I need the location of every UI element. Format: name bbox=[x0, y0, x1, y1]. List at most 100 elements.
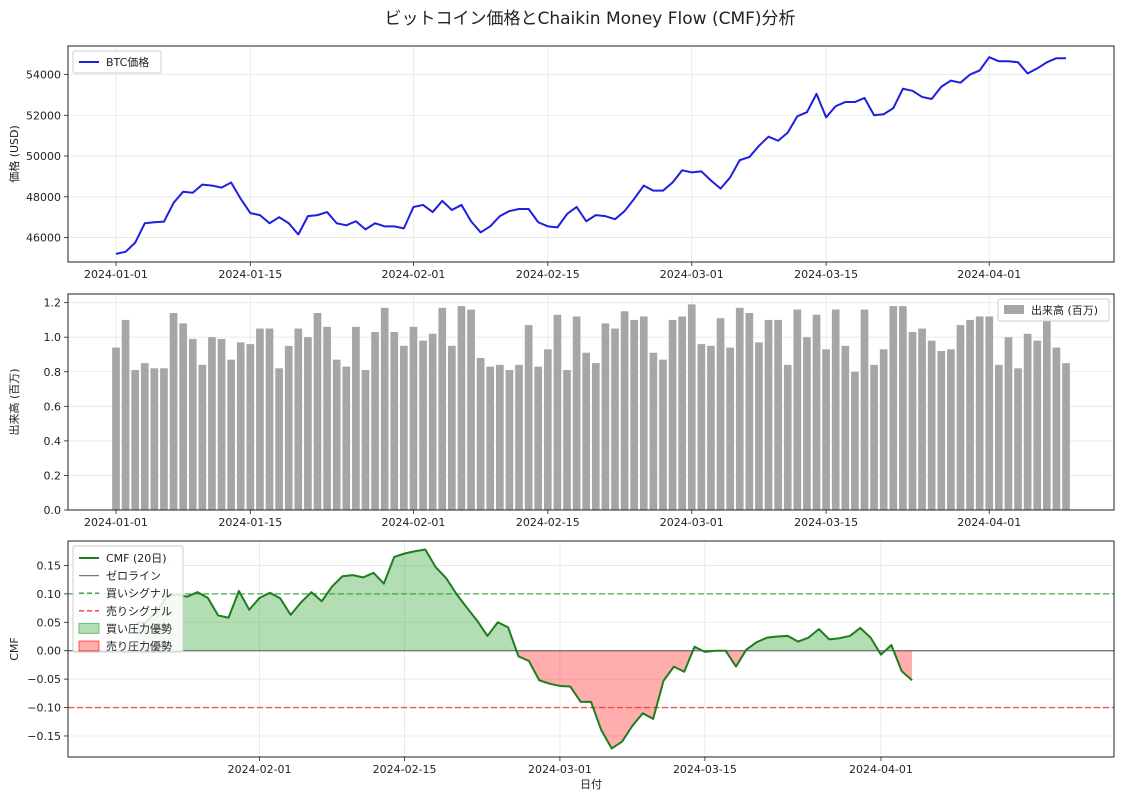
volume-bar bbox=[1033, 340, 1042, 510]
volume-bar bbox=[975, 316, 984, 510]
y-tick-label: 0.6 bbox=[44, 400, 62, 413]
volume-bar bbox=[649, 352, 658, 510]
volume-bar bbox=[227, 359, 235, 510]
volume-bar bbox=[198, 364, 207, 510]
volume-bar bbox=[438, 307, 447, 510]
volume-bar bbox=[467, 309, 475, 510]
volume-bar bbox=[543, 349, 552, 510]
volume-bar bbox=[121, 319, 130, 510]
legend-swatch-volume bbox=[1004, 305, 1024, 314]
volume-bar bbox=[620, 311, 629, 510]
axes-frame bbox=[67, 540, 1115, 758]
ticks: 2024-01-01 2024-01-15 2024-02-01 2024-02-15… bbox=[26, 69, 1021, 281]
y-tick-label: −0.10 bbox=[27, 702, 61, 715]
x-tick-label: 2024-03-15 bbox=[794, 268, 858, 281]
y-tick-label: −0.05 bbox=[27, 673, 61, 686]
volume-bar bbox=[563, 370, 571, 510]
volume-bar bbox=[822, 349, 830, 510]
volume-bar bbox=[428, 333, 437, 510]
volume-bar bbox=[217, 338, 226, 510]
volume-bar bbox=[150, 368, 159, 510]
volume-bar bbox=[188, 338, 197, 510]
volume-bar bbox=[496, 364, 504, 510]
volume-bar bbox=[831, 309, 840, 510]
volume-bar bbox=[678, 316, 687, 510]
legend-label-volume: 出来高 (百万) bbox=[1031, 303, 1098, 317]
legend-swatch-sell-pressure bbox=[78, 640, 100, 652]
x-tick-label: 2024-02-15 bbox=[373, 763, 437, 776]
volume-bar bbox=[534, 366, 543, 510]
volume-bar bbox=[1052, 347, 1061, 510]
volume-bar bbox=[927, 340, 936, 510]
y-tick-label: 0.0 bbox=[44, 504, 62, 517]
x-tick-label: 2024-03-01 bbox=[528, 763, 592, 776]
cmf-fills bbox=[135, 549, 913, 749]
volume-bar bbox=[870, 364, 878, 510]
volume-bar bbox=[371, 332, 379, 510]
y-tick-label: 0.8 bbox=[44, 366, 62, 379]
y-axis-label: 出来高 (百万) bbox=[7, 368, 21, 435]
volume-legend: 出来高 (百万) bbox=[997, 298, 1110, 322]
volume-bar bbox=[1062, 363, 1070, 510]
x-tick-label: 2024-01-01 bbox=[84, 516, 148, 529]
y-tick-label: 50000 bbox=[26, 150, 61, 163]
x-tick-label: 2024-03-15 bbox=[794, 516, 858, 529]
volume-bar bbox=[265, 328, 274, 510]
volume-bar bbox=[112, 347, 120, 510]
volume-bar bbox=[236, 342, 245, 510]
volume-bars bbox=[112, 304, 1070, 510]
sell-pressure-area bbox=[702, 650, 746, 667]
x-tick-label: 2024-03-15 bbox=[673, 763, 737, 776]
volume-bar bbox=[208, 337, 216, 510]
y-tick-label: 0.15 bbox=[37, 559, 62, 572]
volume-bar bbox=[793, 309, 802, 510]
cmf-line bbox=[135, 548, 913, 750]
x-tick-label: 2024-02-15 bbox=[516, 516, 580, 529]
price-panel: 2024-01-01 2024-01-15 2024-02-01 2024-02-15… bbox=[7, 45, 1115, 281]
volume-bar bbox=[745, 313, 754, 510]
volume-bar bbox=[687, 304, 696, 510]
chart-title: ビットコイン価格とChaikin Money Flow (CMF)分析 bbox=[384, 9, 795, 29]
volume-bar bbox=[419, 340, 427, 510]
legend-box bbox=[997, 298, 1110, 322]
volume-bar bbox=[409, 326, 418, 510]
price-legend: BTC価格 bbox=[72, 50, 162, 74]
volume-bar bbox=[841, 345, 850, 510]
volume-bar bbox=[735, 307, 744, 510]
x-tick-label: 2024-01-15 bbox=[218, 268, 282, 281]
volume-bar bbox=[1023, 333, 1032, 510]
volume-bar bbox=[985, 316, 994, 510]
volume-bar bbox=[140, 363, 149, 510]
volume-bar bbox=[851, 371, 859, 510]
x-tick-label: 2024-02-01 bbox=[381, 268, 445, 281]
volume-bar bbox=[572, 316, 581, 510]
x-tick-label: 2024-04-01 bbox=[957, 268, 1021, 281]
volume-bar bbox=[313, 313, 322, 510]
volume-bar bbox=[332, 359, 341, 510]
volume-bar bbox=[390, 332, 399, 510]
volume-bar bbox=[400, 345, 408, 510]
y-tick-label: 48000 bbox=[26, 191, 61, 204]
volume-bar bbox=[131, 370, 140, 510]
volume-bar bbox=[169, 313, 178, 510]
y-tick-label: 0.4 bbox=[44, 435, 62, 448]
x-tick-label: 2024-02-01 bbox=[228, 763, 292, 776]
volume-bar bbox=[1042, 316, 1051, 510]
x-tick-label: 2024-02-01 bbox=[381, 516, 445, 529]
volume-bar bbox=[726, 347, 734, 510]
y-tick-label: 52000 bbox=[26, 109, 61, 122]
volume-bar bbox=[947, 349, 955, 510]
volume-bar bbox=[160, 368, 168, 510]
btc-price-line bbox=[115, 56, 1067, 255]
x-axis-label: 日付 bbox=[580, 778, 602, 791]
volume-bar bbox=[860, 309, 869, 510]
volume-bar bbox=[304, 337, 312, 510]
x-tick-label: 2024-04-01 bbox=[957, 516, 1021, 529]
x-tick-label: 2024-03-01 bbox=[660, 516, 724, 529]
axes-frame bbox=[67, 293, 1115, 511]
volume-bar bbox=[246, 344, 255, 510]
volume-bar bbox=[639, 316, 648, 510]
volume-bar bbox=[323, 326, 331, 510]
